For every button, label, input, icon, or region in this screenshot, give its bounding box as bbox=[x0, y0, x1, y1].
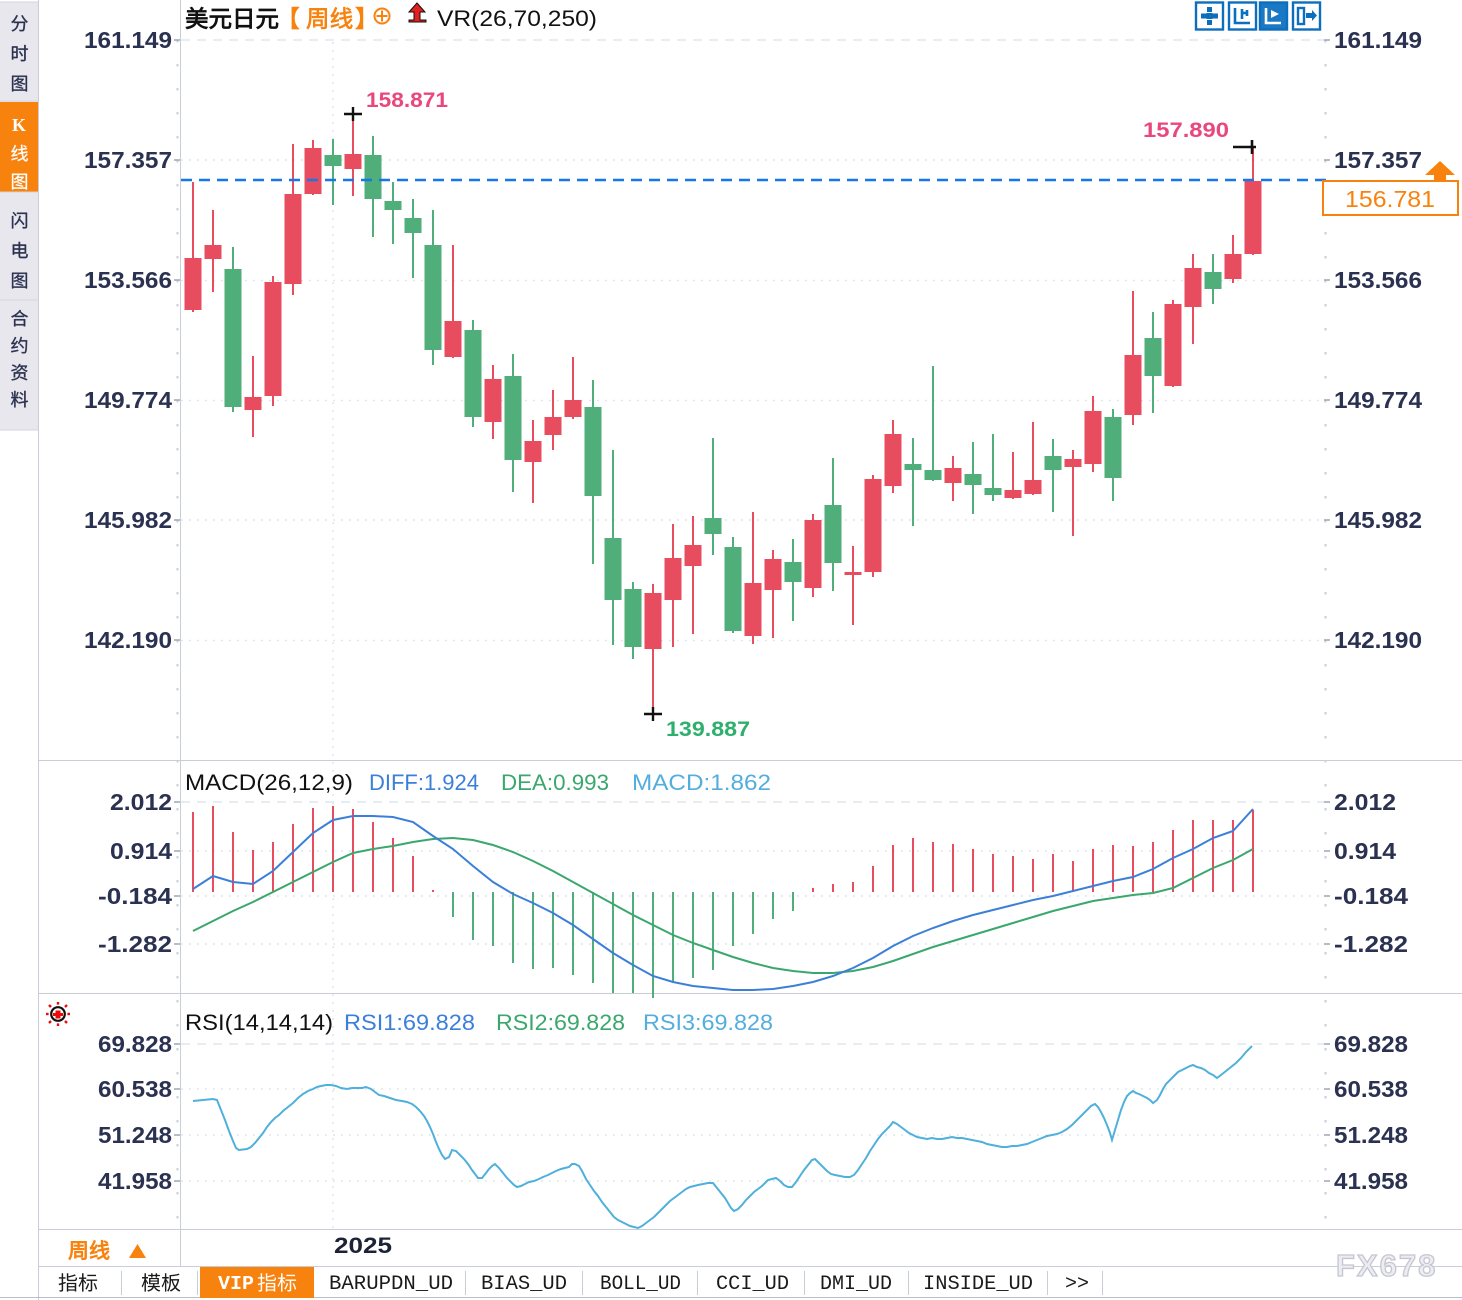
svg-text:-1.282: -1.282 bbox=[98, 931, 172, 957]
svg-text:DEA:0.993: DEA:0.993 bbox=[501, 770, 609, 795]
svg-text:FX678: FX678 bbox=[1336, 1248, 1437, 1283]
svg-text:145.982: 145.982 bbox=[84, 507, 172, 533]
svg-text:-1.282: -1.282 bbox=[1334, 931, 1408, 957]
svg-text:>>: >> bbox=[1065, 1273, 1089, 1296]
svg-text:161.149: 161.149 bbox=[84, 27, 172, 53]
svg-text:BOLL_UD: BOLL_UD bbox=[600, 1273, 681, 1296]
svg-text:157.357: 157.357 bbox=[84, 147, 172, 173]
svg-text:69.828: 69.828 bbox=[1334, 1031, 1408, 1057]
svg-text:139.887: 139.887 bbox=[666, 718, 750, 741]
svg-text:CCI_UD: CCI_UD bbox=[716, 1273, 789, 1296]
svg-text:DMI_UD: DMI_UD bbox=[820, 1273, 892, 1296]
svg-text:DIFF:1.924: DIFF:1.924 bbox=[369, 770, 479, 795]
svg-text:142.190: 142.190 bbox=[84, 627, 172, 653]
svg-text:BARUPDN_UD: BARUPDN_UD bbox=[329, 1273, 453, 1296]
svg-text:149.774: 149.774 bbox=[84, 387, 172, 413]
svg-text:BIAS_UD: BIAS_UD bbox=[481, 1273, 567, 1296]
svg-text:VIP: VIP bbox=[218, 1273, 254, 1295]
svg-text:157.357: 157.357 bbox=[1334, 147, 1422, 173]
svg-text:142.190: 142.190 bbox=[1334, 627, 1422, 653]
svg-text:41.958: 41.958 bbox=[1334, 1168, 1408, 1194]
svg-text:VR(26,70,250): VR(26,70,250) bbox=[437, 6, 597, 31]
svg-text:RSI(14,14,14): RSI(14,14,14) bbox=[185, 1010, 333, 1035]
svg-text:60.538: 60.538 bbox=[1334, 1076, 1408, 1102]
svg-text:0.914: 0.914 bbox=[110, 838, 172, 864]
svg-text:157.890: 157.890 bbox=[1143, 119, 1229, 142]
svg-text:51.248: 51.248 bbox=[98, 1122, 172, 1148]
svg-text:MACD:1.862: MACD:1.862 bbox=[632, 770, 771, 795]
svg-text:51.248: 51.248 bbox=[1334, 1122, 1408, 1148]
svg-text:2.012: 2.012 bbox=[1334, 789, 1396, 815]
svg-text:0.914: 0.914 bbox=[1334, 838, 1396, 864]
svg-text:MACD(26,12,9): MACD(26,12,9) bbox=[185, 770, 353, 795]
svg-text:60.538: 60.538 bbox=[98, 1076, 172, 1102]
svg-text:-0.184: -0.184 bbox=[98, 883, 172, 909]
svg-text:2.012: 2.012 bbox=[110, 789, 172, 815]
svg-text:153.566: 153.566 bbox=[1334, 267, 1422, 293]
svg-text:69.828: 69.828 bbox=[98, 1031, 172, 1057]
svg-text:149.774: 149.774 bbox=[1334, 387, 1422, 413]
svg-text:161.149: 161.149 bbox=[1334, 27, 1422, 53]
svg-text:RSI3:69.828: RSI3:69.828 bbox=[643, 1010, 773, 1035]
svg-text:RSI2:69.828: RSI2:69.828 bbox=[496, 1010, 625, 1035]
svg-text:156.781: 156.781 bbox=[1345, 186, 1435, 212]
svg-text:RSI1:69.828: RSI1:69.828 bbox=[344, 1010, 475, 1035]
svg-text:158.871: 158.871 bbox=[366, 89, 448, 112]
svg-text:2025: 2025 bbox=[334, 1233, 392, 1258]
svg-text:145.982: 145.982 bbox=[1334, 507, 1422, 533]
svg-text:INSIDE_UD: INSIDE_UD bbox=[923, 1273, 1033, 1296]
svg-text:K: K bbox=[12, 115, 26, 135]
svg-text:-0.184: -0.184 bbox=[1334, 883, 1408, 909]
svg-text:41.958: 41.958 bbox=[98, 1168, 172, 1194]
svg-text:153.566: 153.566 bbox=[84, 267, 172, 293]
